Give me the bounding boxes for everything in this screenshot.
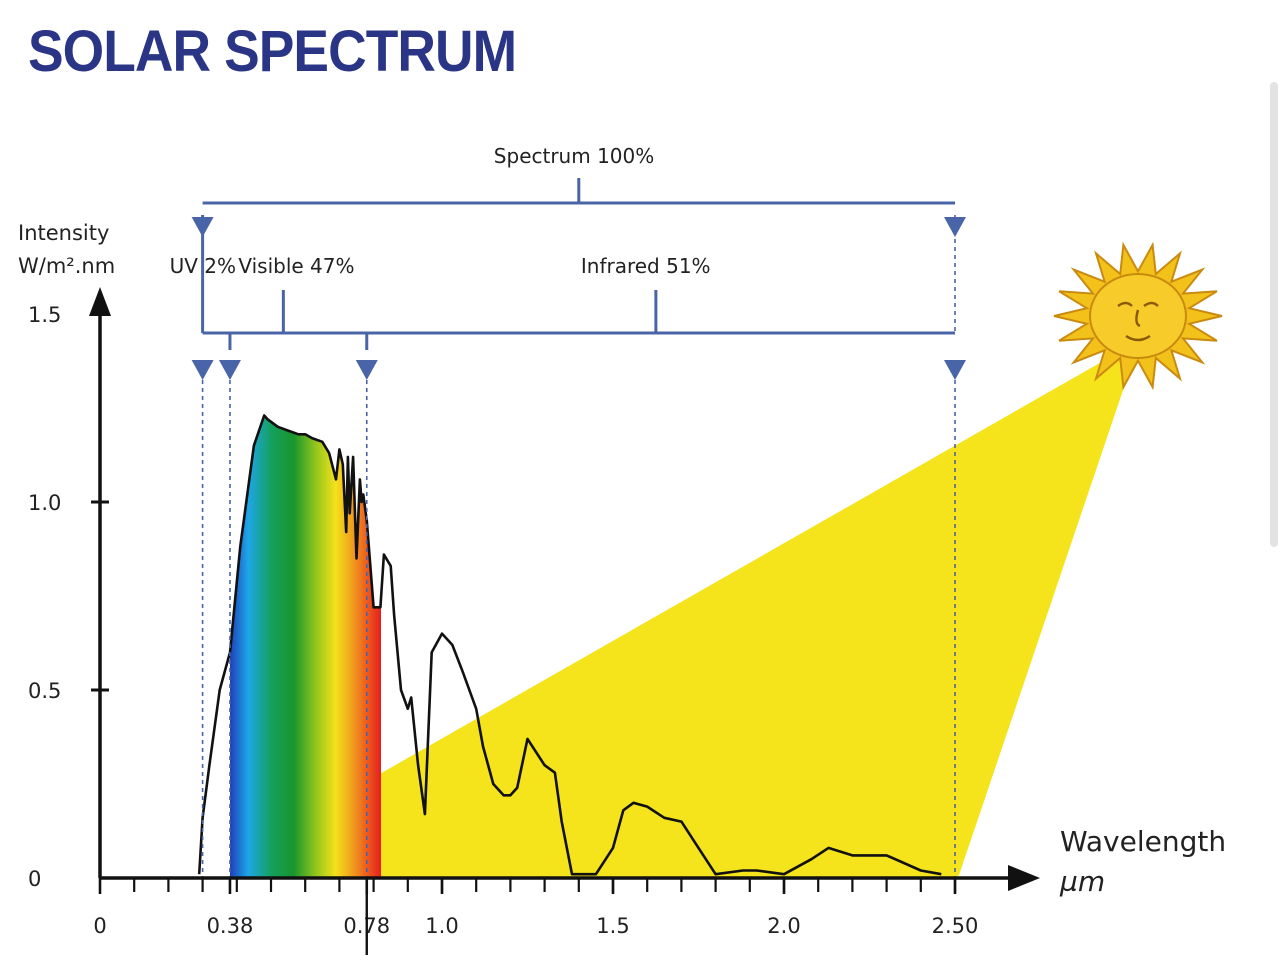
band-label: Spectrum 100%	[494, 144, 654, 168]
down-arrow-icon	[218, 360, 241, 380]
axis-ticks: 00.51.01.50 0.38 0.78 1.0 1.5 2.0 2.50	[28, 303, 978, 955]
x-tick-label: 0	[93, 914, 106, 938]
x-tick-label: 1.5	[596, 914, 629, 938]
y-axis-label-line1: Intensity	[18, 221, 109, 245]
down-arrow-icon	[944, 360, 966, 380]
band-label: Visible 47%	[238, 254, 354, 278]
x-axis-label-line2: µm	[1059, 865, 1105, 898]
y-tick-label: 0.5	[28, 679, 61, 703]
band-brackets: Spectrum 100% UV 2% Visible 47% Infrared 51…	[170, 144, 966, 878]
down-arrow-icon	[355, 360, 378, 380]
y-axis-arrow-icon	[89, 287, 111, 316]
irradiance-curve	[197, 414, 942, 876]
y-axis-label-line2: W/m².nm	[18, 254, 115, 278]
y-tick-label: 1.5	[28, 303, 61, 327]
sun-eyes	[1117, 301, 1159, 308]
scrollbar[interactable]	[1270, 82, 1278, 547]
visible-spectrum-fill	[230, 415, 381, 878]
x-axis-arrow-icon	[1008, 865, 1040, 891]
sun-nose-mouth	[1125, 309, 1151, 342]
x-axis-label-line1: Wavelength	[1060, 825, 1226, 858]
x-tick-label: 0.38	[207, 914, 254, 938]
x-tick-label: 2.0	[767, 914, 800, 938]
y-tick-label: 0	[28, 867, 41, 891]
down-arrow-icon	[191, 360, 214, 380]
band-label: Infrared 51%	[581, 254, 711, 278]
page-title: SOLAR SPECTRUM	[28, 19, 517, 84]
band-label: UV 2%	[170, 254, 236, 278]
sun-face	[1089, 273, 1187, 359]
sun-icon	[1053, 241, 1223, 391]
sunlight-beam	[378, 340, 1140, 878]
axes	[89, 287, 1040, 891]
y-tick-label: 1.0	[28, 491, 61, 515]
x-tick-label: 2.50	[932, 914, 979, 938]
x-tick-label: 1.0	[425, 914, 458, 938]
